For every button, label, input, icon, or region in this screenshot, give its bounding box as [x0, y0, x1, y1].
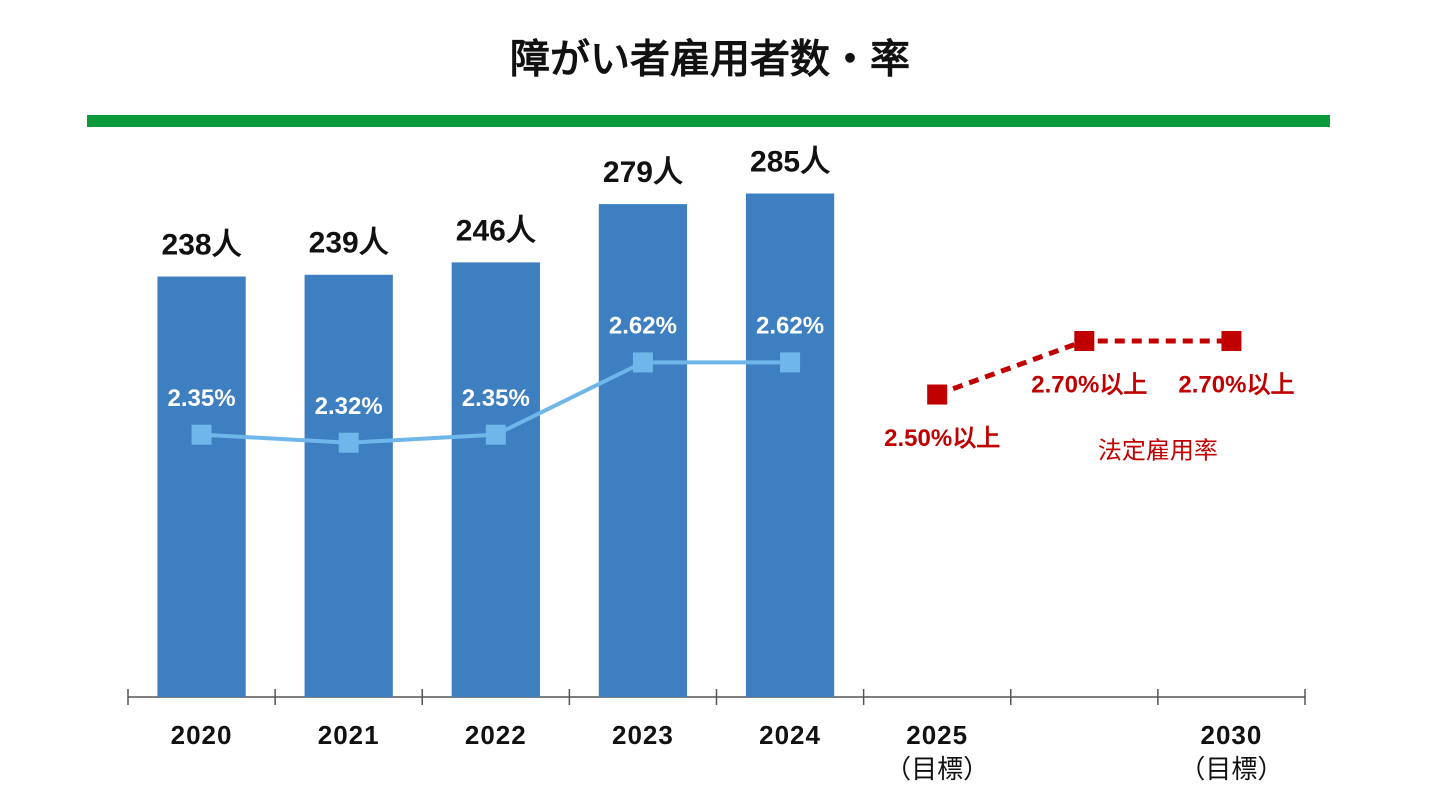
bar [304, 274, 393, 697]
x-tick-label: 2020 [171, 720, 233, 750]
bar-label: 246人 [456, 214, 536, 247]
bar-label: 239人 [309, 227, 389, 260]
series-name: 法定雇用率 [1098, 437, 1218, 464]
x-tick-label: 2023 [612, 720, 674, 750]
line-marker [485, 424, 506, 445]
line-label: 2.35% [462, 385, 530, 412]
line-label: 2.50%以上 [884, 425, 1000, 452]
line-marker [191, 424, 212, 445]
line-label: 2.35% [168, 385, 236, 412]
bar [745, 193, 835, 697]
bar [157, 276, 246, 697]
x-tick-label: 2030 [1201, 720, 1263, 750]
title-rule [87, 115, 1330, 127]
line-marker [1074, 330, 1095, 351]
line-marker [338, 432, 359, 453]
bar [598, 204, 688, 697]
x-tick-label: 2022 [465, 720, 527, 750]
line-marker [780, 352, 801, 373]
line-marker [1221, 330, 1242, 351]
x-tick-note: （目標） [1179, 754, 1283, 784]
x-tick-note: （目標） [885, 754, 989, 784]
x-tick-label: 2024 [759, 720, 821, 750]
chart-title: 障がい者雇用者数・率 [510, 38, 910, 82]
x-tick-label: 2021 [318, 720, 380, 750]
line-label: 2.62% [756, 313, 824, 340]
line-marker [927, 384, 948, 405]
x-tick-label: 2025 [906, 720, 968, 750]
bar-label: 238人 [162, 228, 242, 261]
line-label: 2.62% [609, 313, 677, 340]
line-marker [632, 352, 653, 373]
bar [451, 262, 540, 697]
line-label: 2.70%以上 [1178, 371, 1294, 398]
line-label: 2.70%以上 [1031, 371, 1147, 398]
line-label: 2.32% [315, 393, 383, 420]
bar-label: 279人 [603, 156, 683, 189]
bar-label: 285人 [750, 145, 830, 178]
